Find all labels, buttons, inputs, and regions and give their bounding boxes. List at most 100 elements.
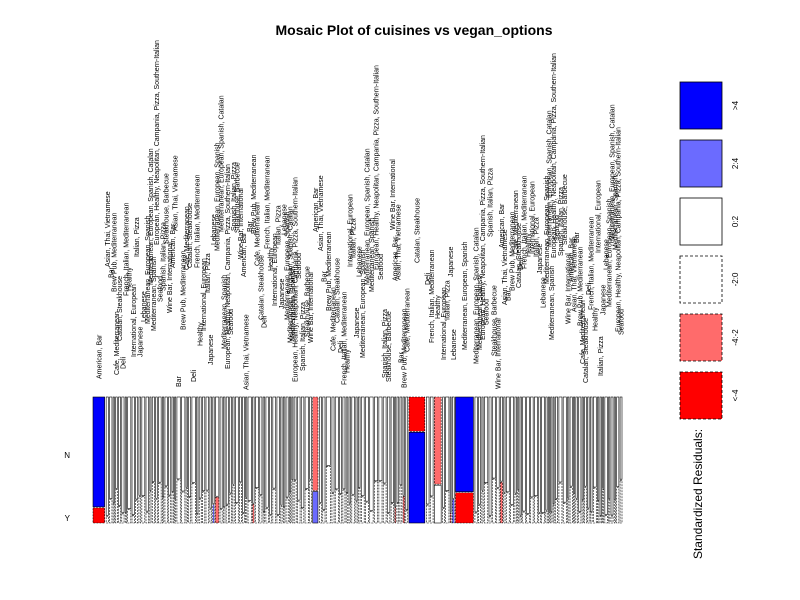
tile-y-31 [205,490,209,524]
tile-n-25 [185,396,188,488]
tile-y-52 [276,515,280,524]
tile-n-82 [386,396,391,513]
tile-y-55 [285,497,289,524]
tile-y-97 [455,492,474,524]
tile-y-101 [484,483,489,524]
tile-y-137 [602,488,604,524]
tile-y-93 [442,508,445,524]
tile-y-91 [429,496,434,524]
column-label-122: Seafood [554,215,561,241]
legend-swatch-2 [679,197,723,246]
tile-n-116 [538,396,541,513]
tile-y-68 [334,489,339,524]
column-label-13: Mediterranean, European, Spanish [145,215,152,324]
tile-y-113 [526,514,530,524]
tile-y-110 [517,490,520,524]
column-label-26: Catalan, Steakhouse [187,203,194,268]
tile-y-28 [196,514,199,524]
tile-n-21 [171,396,174,492]
column-label-121: European, Healthy, Neapolitan, Campania,… [551,53,558,258]
tile-n-99 [478,396,481,505]
tile-y-27 [191,483,196,524]
tile-y-78 [369,511,374,524]
tile-n-2 [109,396,113,499]
tile-y-135 [597,501,600,524]
tile-n-69 [339,396,342,494]
tile-y-72 [348,503,351,524]
tile-y-92 [433,484,442,524]
tile-n-94 [445,396,450,492]
column-label-37: European, Healthy, Neapolitan, Campania,… [225,164,232,369]
column-label-36: Mediterranean, Spanish [222,275,229,349]
tile-y-143 [619,479,623,524]
column-label-1: Asian, Thai, Vietnamese [105,191,112,267]
column-label-92: Healthy [435,295,442,319]
column-label-7: French, Italian, Mediterranean [123,203,130,296]
tile-n-24 [181,396,186,492]
tile-n-89 [408,396,426,432]
tile-n-28 [196,396,199,515]
tile-n-46 [255,396,259,488]
column-label-136: Italian, Pizza [598,336,605,376]
column-label-124: Steakhouse, Barbecue [562,174,569,245]
column-label-67: Cafe, Mediterranean [330,287,337,351]
tile-y-81 [382,483,387,524]
tile-y-3 [112,503,115,524]
column-label-12: Lebanese [141,291,148,322]
tile-n-70 [342,396,346,490]
tile-n-101 [484,396,489,483]
tile-y-115 [534,496,538,524]
tile-y-39 [232,485,235,524]
tile-n-43 [245,396,248,498]
tile-n-93 [442,396,445,508]
tile-n-103 [492,396,496,479]
tile-y-64 [319,503,322,524]
tile-n-134 [593,396,597,488]
column-label-4: Cafe, Mediterranean [114,311,121,375]
column-label-125: Wine Bar, International [566,253,573,324]
tile-n-76 [360,396,365,497]
tile-n-129 [578,396,582,512]
column-label-2: Bar [108,266,115,278]
tile-y-141 [613,500,616,524]
column-label-98: Mediterranean, European, Spanish, Catala… [474,227,481,364]
tile-n-84 [394,396,397,507]
column-label-35: Mediterranean, European, Spanish, Catala… [219,95,226,232]
column-label-69: Deli [338,340,345,353]
tile-n-107 [505,396,510,493]
tile-y-123 [558,482,563,524]
tile-n-131 [584,396,587,487]
column-label-24: Brew Pub, Mediterranean [181,251,188,330]
tile-n-137 [602,396,604,489]
tile-n-65 [322,396,326,510]
column-label-114: International, European [529,181,536,254]
tile-y-34 [215,496,220,524]
tile-n-50 [269,396,272,515]
legend-label-3: -2:0 [731,272,740,286]
chart-title: Mosaic Plot of cuisines vs vegan_options [276,22,553,38]
tile-y-108 [510,505,514,524]
tile-n-7 [124,396,127,513]
tile-n-67 [331,396,335,493]
legend-label-4: -4:-2 [731,329,740,346]
column-label-137: Japanese [601,285,608,315]
tile-y-29 [198,498,202,524]
tile-y-73 [351,494,355,524]
tile-y-40 [235,503,239,524]
tile-y-80 [378,481,383,524]
tile-n-104 [496,396,500,488]
tile-n-51 [272,396,277,489]
tile-y-125 [567,498,570,524]
column-label-60: Spanish, Italian, Pizza [300,302,307,371]
column-label-138: Lebanese [604,239,611,270]
tile-y-8 [127,509,132,524]
tile-n-113 [526,396,530,514]
tile-n-126 [569,396,573,487]
tile-y-56 [289,492,291,524]
column-label-142: European, Healthy, Neapolitan, Campania,… [615,127,622,332]
column-label-8: Healthy [127,267,134,291]
tile-n-79 [374,396,378,482]
column-label-57: Mediterranean, Spanish [290,267,297,341]
residual-legend: >4 2:4 0:2 -2:0 -4:-2 <-4 [679,81,740,420]
tile-y-127 [573,493,575,524]
